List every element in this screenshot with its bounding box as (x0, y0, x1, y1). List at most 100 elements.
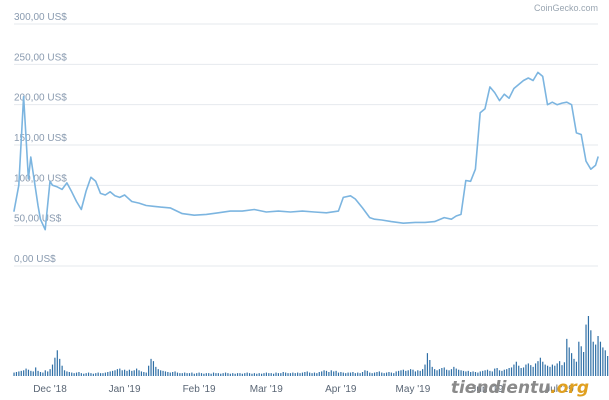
volume-bar (321, 371, 323, 376)
volume-bar (227, 373, 229, 376)
volume-bar (520, 368, 522, 376)
volume-bar (61, 365, 63, 376)
volume-bar (18, 371, 20, 376)
volume-bar (335, 370, 337, 376)
volume-bar (136, 368, 138, 376)
volume-bar (217, 373, 219, 376)
volume-bar (388, 372, 390, 376)
y-tick-label: 0,00 US$ (14, 254, 56, 265)
volume-bar (559, 361, 561, 376)
volume-bar (359, 373, 361, 376)
volume-bar (263, 373, 265, 376)
volume-bar (381, 372, 383, 376)
volume-bar (270, 373, 272, 376)
volume-bar (150, 358, 152, 376)
volume-bar (138, 370, 140, 376)
volume-bar (337, 372, 340, 376)
volume-bar (174, 371, 176, 376)
volume-bar (393, 373, 395, 376)
volume-bar (292, 372, 294, 376)
volume-bar (342, 372, 344, 376)
x-tick-label: Apr '19 (325, 384, 357, 395)
volume-bar (395, 371, 397, 376)
volume-bar (361, 372, 364, 376)
volume-bar (494, 368, 496, 376)
volume-bar (282, 372, 284, 376)
volume-bar (364, 370, 366, 376)
volume-bar (349, 372, 352, 376)
volume-bar (215, 373, 217, 376)
volume-bar (301, 372, 304, 376)
volume-bar (13, 372, 15, 376)
volume-bar (193, 373, 195, 376)
volume-bar (241, 373, 243, 376)
volume-bar (222, 373, 224, 376)
volume-bar (35, 367, 37, 376)
volume-bar (277, 373, 280, 376)
volume-bar (407, 370, 409, 376)
volume-bar (357, 372, 359, 376)
volume-bar (157, 369, 159, 376)
volume-bar (402, 369, 404, 376)
volume-bar (354, 373, 356, 376)
volume-bar (446, 369, 448, 376)
volume-bar (597, 336, 599, 376)
volume-bar (585, 324, 587, 376)
x-tick-label: Dec '18 (33, 384, 67, 395)
volume-bar (431, 366, 433, 376)
volume-bar (607, 356, 609, 376)
volume-bar (580, 346, 582, 376)
volume-bar (80, 373, 82, 376)
x-axis-ticks: Dec '18 Jan '19 Feb '19 Mar '19 Apr '19 May '… (33, 384, 574, 395)
volume-bar (438, 369, 441, 376)
volume-bar (239, 373, 241, 376)
volume-bar (455, 368, 457, 376)
volume-bar (42, 372, 44, 376)
volume-bar (311, 373, 313, 376)
x-tick-label: Feb '19 (183, 384, 216, 395)
volume-bar (188, 373, 191, 376)
volume-bar (212, 372, 215, 376)
volume-bar (477, 372, 479, 376)
volume-bar (304, 372, 306, 376)
volume-bar (232, 373, 234, 376)
volume-bar (602, 347, 604, 376)
volume-bar (133, 370, 135, 376)
volume-bar (583, 352, 585, 376)
volume-bar (556, 363, 558, 376)
volume-bar (116, 369, 118, 376)
volume-bar (87, 372, 90, 376)
volume-bar (462, 370, 465, 376)
volume-bar (551, 364, 553, 376)
volume-bar (604, 350, 606, 376)
volume-bar (275, 372, 277, 376)
volume-bar (258, 373, 260, 376)
watermark-suffix: .org (550, 378, 589, 398)
volume-bar (181, 373, 183, 376)
volume-bar (20, 370, 22, 376)
volume-bar (371, 373, 373, 376)
volume-bar (260, 373, 263, 376)
credit-label[interactable]: CoinGecko.com (534, 3, 598, 13)
watermark-logo: tiendientu.org (451, 378, 589, 398)
volume-bar (169, 372, 171, 376)
volume-bar (205, 373, 207, 376)
volume-bar (501, 370, 503, 376)
volume-bar (114, 370, 116, 376)
volume-bar (429, 360, 431, 376)
x-tick-label: Jul '19 (545, 384, 574, 395)
volume-bar (345, 373, 347, 376)
volume-bar (414, 371, 416, 376)
volume-bar (152, 361, 155, 376)
volume-bar (78, 372, 80, 376)
volume-bar (313, 372, 316, 376)
volume-bar (491, 371, 493, 376)
volume-bar (66, 371, 68, 376)
volume-bar (347, 372, 349, 376)
volume-bar (198, 372, 200, 376)
volume-bar (534, 363, 537, 376)
volume-bar (160, 370, 162, 376)
volume-bar (265, 372, 267, 376)
volume-bar (131, 370, 133, 376)
